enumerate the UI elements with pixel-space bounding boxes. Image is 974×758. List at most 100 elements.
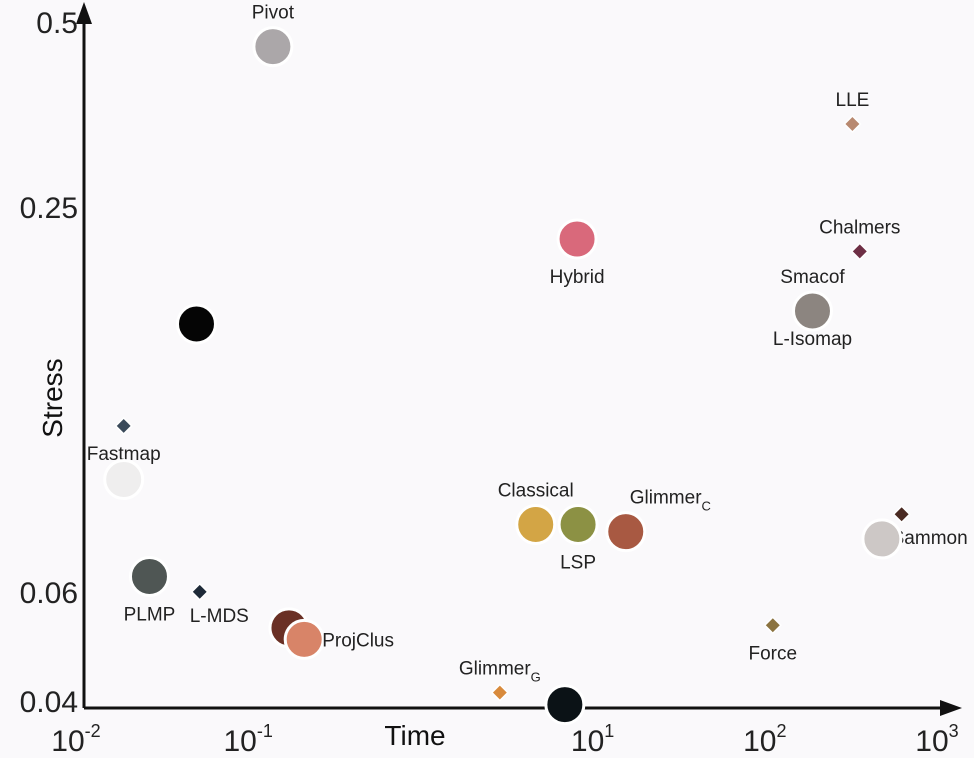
x-tick-base: 10 (224, 725, 257, 758)
point-label-text: PLMP (124, 605, 176, 626)
x-tick-exponent: -2 (85, 721, 101, 741)
point-label: Hybrid (550, 267, 605, 288)
point-unlabeled (861, 518, 903, 560)
point-plmp: PLMP (124, 556, 176, 626)
y-ticks: 0.04 0.06 0.25 0.5 (20, 7, 78, 719)
point-label-text: Glimmer (459, 659, 531, 680)
x-tick-base: 10 (743, 725, 776, 758)
point-label: LSP (560, 553, 596, 574)
axes (76, 2, 962, 716)
point-label-text: Classical (498, 481, 574, 502)
point-label-text: L-Isomap (773, 329, 852, 350)
point-label: Fastmap (87, 444, 161, 465)
point-classical: Classical (498, 481, 574, 546)
point-label-text: Hybrid (550, 267, 605, 288)
y-tick-label: 0.04 (20, 686, 78, 719)
circle-marker (605, 511, 647, 553)
point-l-isomap: L-Isomap (773, 329, 852, 350)
data-points: Pivot LLE Chalmers Hybrid Smacof L-Isomap Fast… (87, 3, 968, 726)
y-axis-title: Stress (37, 358, 68, 437)
point-pivot: Pivot (252, 3, 295, 68)
x-tick-label: 101 (571, 721, 614, 758)
point-label: Chalmers (819, 217, 900, 238)
x-tick-label: 102 (743, 721, 786, 758)
x-tick-base: 10 (51, 725, 84, 758)
y-axis-arrow (76, 2, 92, 24)
circle-marker (515, 504, 557, 546)
point-lsp: LSP (557, 504, 599, 574)
point-label-text: LSP (560, 553, 596, 574)
point-unlabeled (544, 684, 586, 726)
point-label-text: ProjClus (322, 630, 394, 651)
point-label-text: Smacof (780, 267, 845, 288)
point-label: Force (749, 643, 798, 664)
diamond-marker (490, 683, 509, 702)
point-label-text: L-MDS (190, 606, 249, 627)
point-glimmer-g: GlimmerG (459, 659, 541, 702)
point-label-subscript: C (702, 499, 711, 514)
point-label: LLE (836, 90, 870, 111)
x-tick-label: 103 (915, 721, 958, 758)
circle-marker (556, 218, 598, 260)
point-label-text: LLE (836, 90, 870, 111)
diamond-marker (190, 582, 209, 601)
circle-marker (791, 290, 833, 332)
point-label: L-MDS (190, 606, 249, 627)
point-label-text: Fastmap (87, 444, 161, 465)
circle-marker (861, 518, 903, 560)
point-label: L-Isomap (773, 329, 852, 350)
point-label: GlimmerG (459, 659, 541, 685)
point-label: Sammon (892, 528, 968, 549)
y-tick-label: 0.5 (36, 7, 78, 40)
x-tick-exponent: -1 (257, 721, 273, 741)
point-label: Smacof (780, 267, 845, 288)
point-smacof: Smacof (780, 267, 845, 332)
diamond-marker (114, 416, 133, 435)
x-axis-title: Time (384, 720, 445, 751)
point-label: ProjClus (322, 630, 394, 651)
circle-marker (283, 618, 325, 660)
diamond-marker (850, 242, 869, 261)
x-tick-base: 10 (915, 725, 948, 758)
circle-marker (544, 684, 586, 726)
x-ticks: 10-2 10-1 101 102 103 (51, 721, 958, 758)
point-label-text: Glimmer (630, 488, 702, 509)
point-chalmers: Chalmers (819, 217, 900, 261)
point-unlabeled (103, 458, 145, 500)
x-axis-arrow (940, 700, 962, 716)
point-label-text: Sammon (892, 528, 968, 549)
y-tick-label: 0.25 (20, 192, 78, 225)
point-sammon: Sammon (892, 505, 968, 549)
diamond-marker (763, 616, 782, 635)
circle-marker (557, 504, 599, 546)
circle-marker (103, 458, 145, 500)
point-projclus: ProjClus (283, 618, 394, 660)
x-tick-exponent: 3 (949, 721, 959, 741)
x-tick-base: 10 (571, 725, 604, 758)
point-lle: LLE (836, 90, 870, 134)
x-tick-exponent: 2 (776, 721, 786, 741)
point-unlabeled (175, 303, 217, 345)
point-force: Force (749, 616, 798, 664)
point-l-mds: L-MDS (190, 582, 249, 627)
point-label-text: Force (749, 643, 798, 664)
point-label-text: Pivot (252, 3, 295, 24)
diamond-marker (843, 114, 862, 134)
point-label: Classical (498, 481, 574, 502)
point-label: Pivot (252, 3, 295, 24)
diamond-marker (892, 505, 911, 524)
x-tick-label: 10-1 (224, 721, 273, 758)
point-fastmap: Fastmap (87, 416, 161, 465)
point-label: PLMP (124, 605, 176, 626)
point-label: GlimmerC (630, 488, 711, 514)
y-tick-label: 0.06 (20, 577, 78, 610)
x-tick-label: 10-2 (51, 721, 100, 758)
point-label-subscript: G (531, 670, 541, 685)
circle-marker (128, 556, 170, 598)
point-hybrid: Hybrid (550, 218, 605, 288)
point-glimmer-c: GlimmerC (605, 488, 711, 553)
circle-marker (252, 26, 294, 68)
circle-marker (175, 303, 217, 345)
